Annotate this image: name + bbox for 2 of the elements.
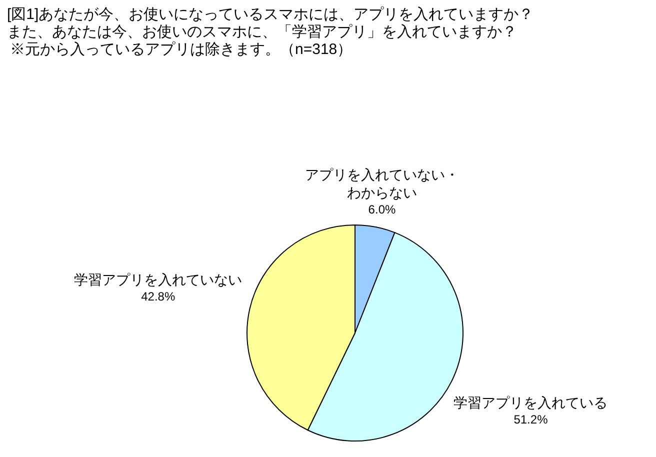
subtitle: また、あなたは今、お使いのスマホに、「学習アプリ」を入れていますか？: [7, 24, 517, 40]
title: [図1]あなたが今、お使いになっているスマホには、アプリを入れていますか？: [7, 6, 534, 23]
